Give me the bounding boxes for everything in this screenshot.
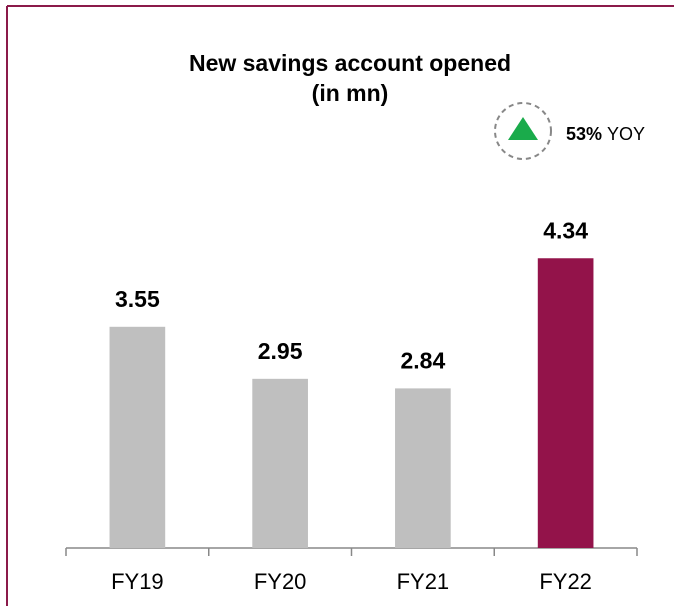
- x-tick-label: FY20: [254, 569, 307, 594]
- x-tick-label: FY19: [111, 569, 164, 594]
- data-label: 4.34: [543, 217, 588, 243]
- up-arrow: [508, 117, 538, 140]
- annotation: 53% YOY: [566, 124, 645, 144]
- bar: [395, 388, 451, 548]
- chart-title: New savings account opened: [189, 50, 511, 76]
- x-tick-label: FY21: [397, 569, 450, 594]
- bar: [537, 258, 594, 548]
- annotation-label: YOY: [607, 124, 645, 144]
- data-label: 2.95: [258, 338, 303, 364]
- bar: [252, 378, 308, 548]
- annotation-change: 53%: [566, 124, 602, 144]
- x-tick-label: FY22: [539, 569, 592, 594]
- chart-subtitle: (in mn): [312, 80, 389, 106]
- annotation-circle: [494, 102, 552, 160]
- data-label: 2.84: [400, 347, 445, 373]
- data-label: 3.55: [115, 286, 160, 312]
- bar: [109, 326, 166, 548]
